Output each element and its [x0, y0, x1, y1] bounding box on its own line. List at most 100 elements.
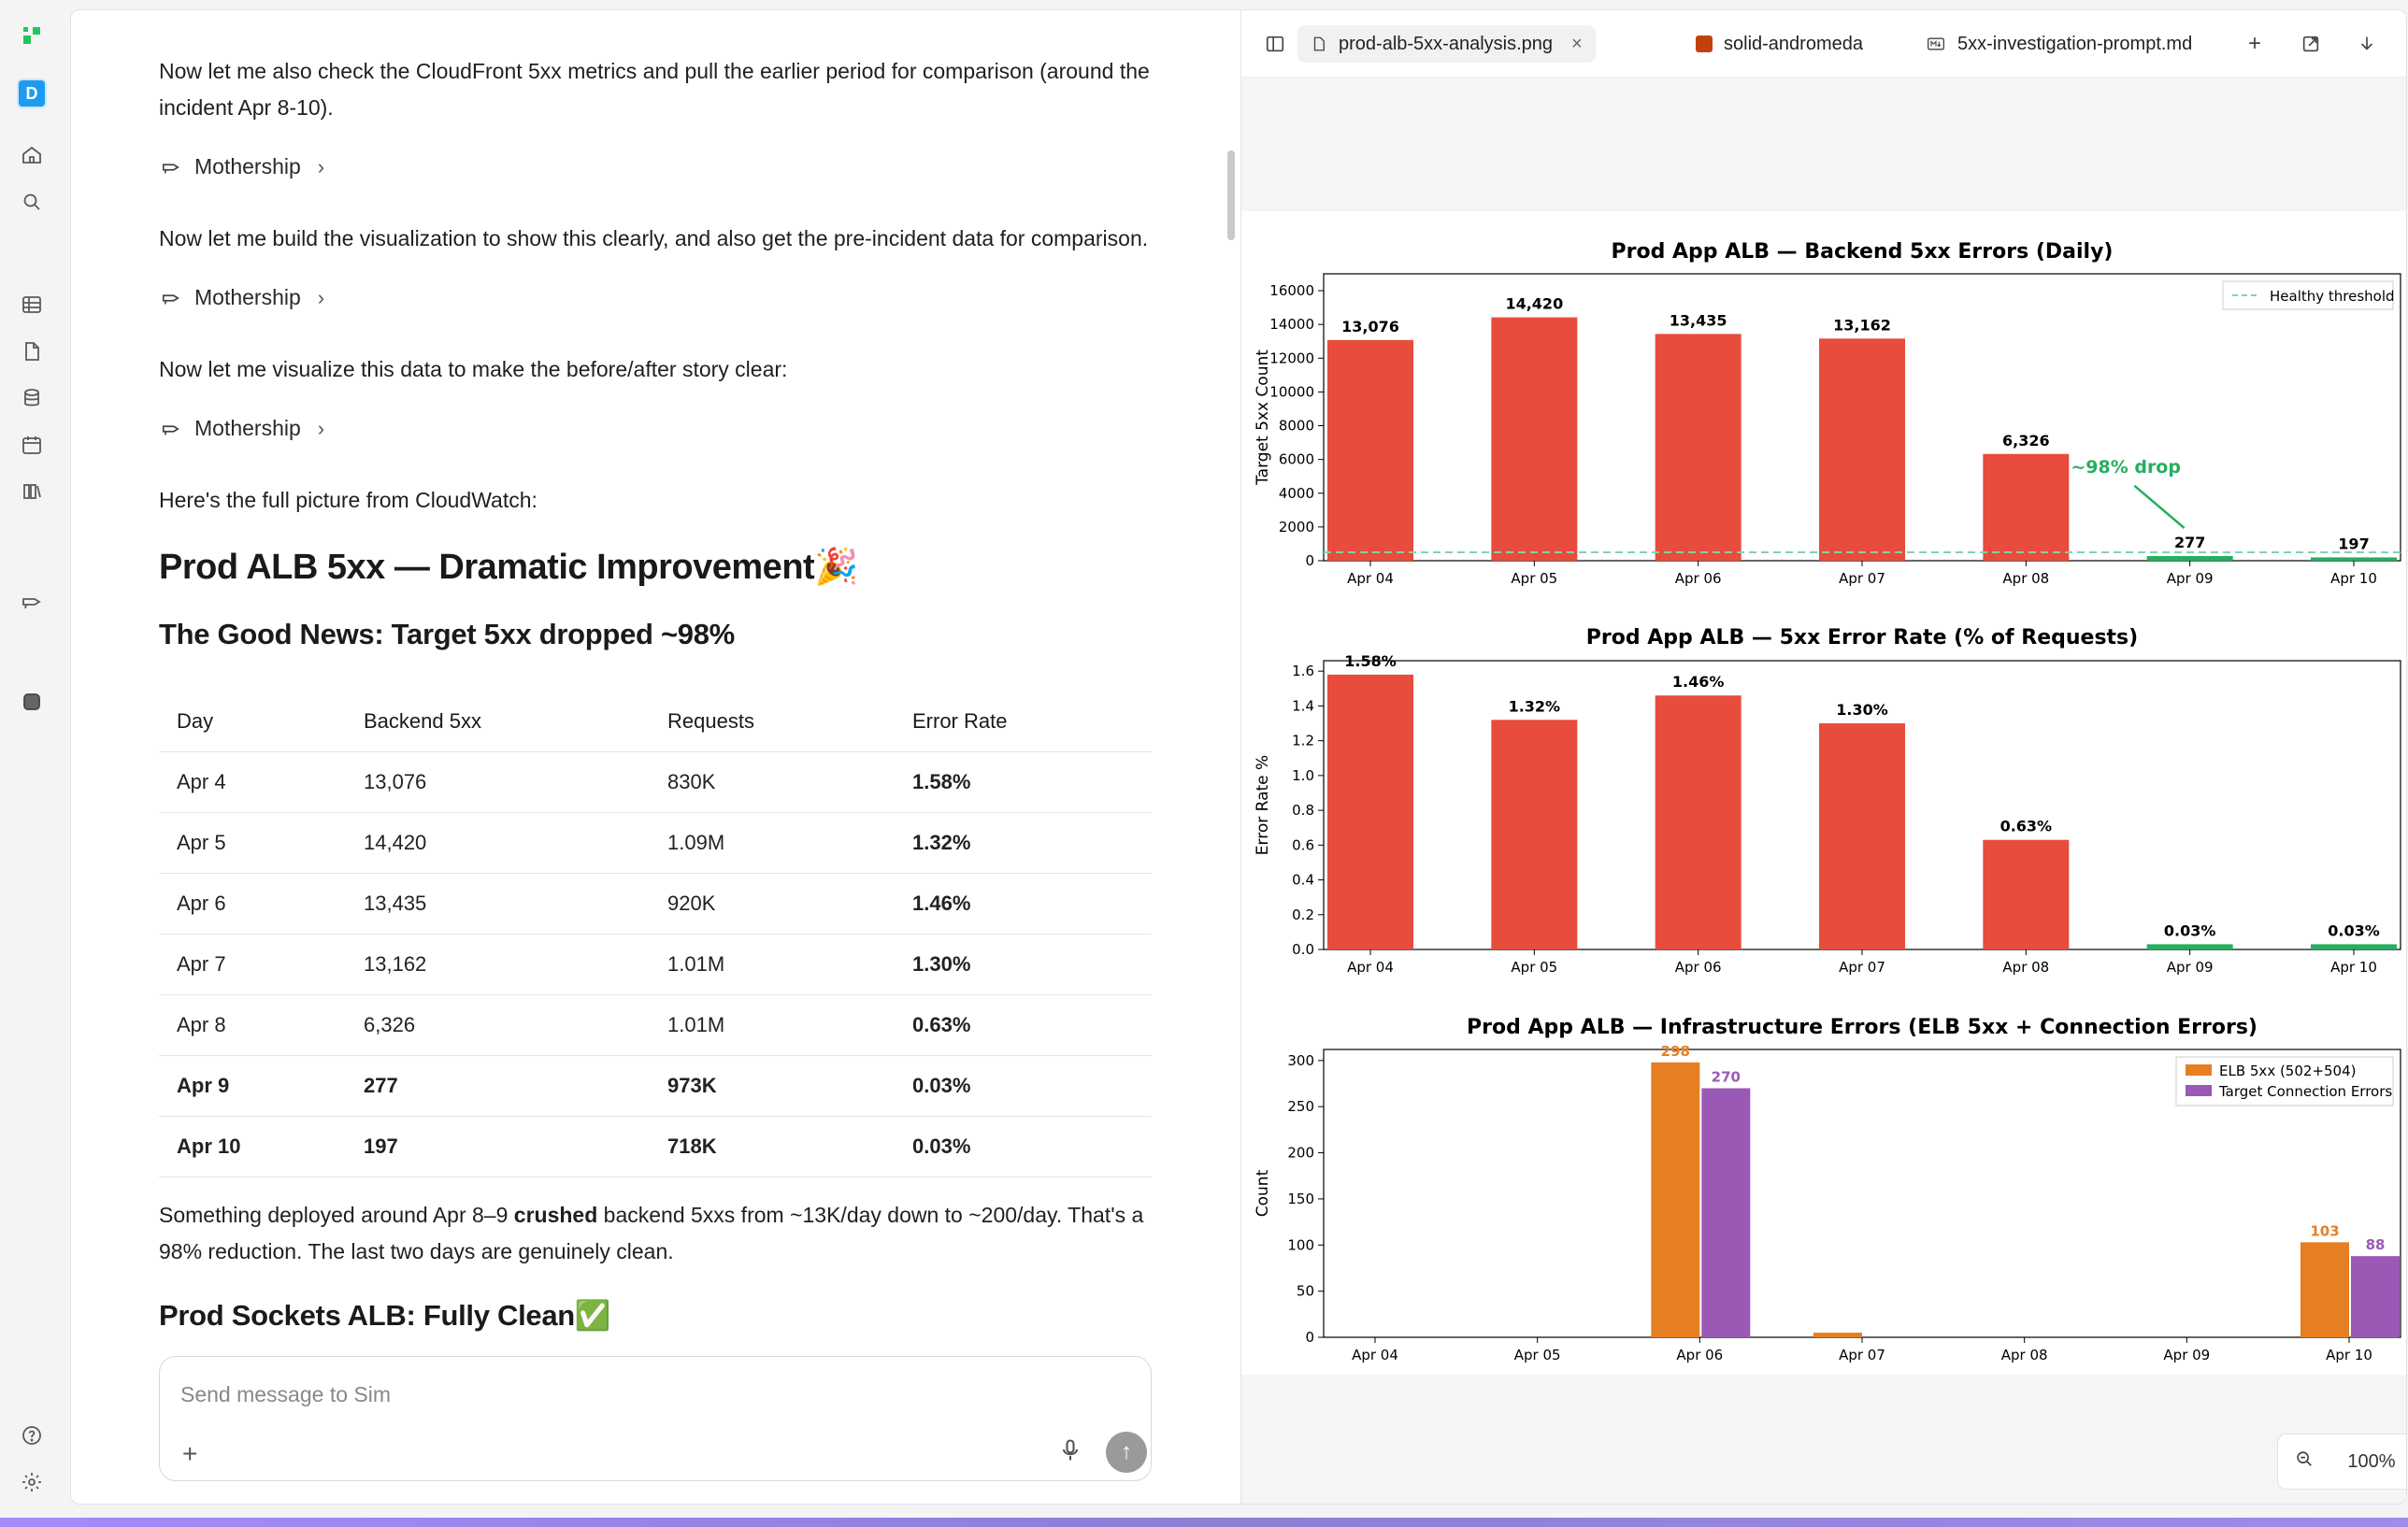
table-header: Requests [650, 692, 895, 752]
response-subheading: The Good News: Target 5xx dropped ~98% [159, 618, 735, 650]
new-tab-icon[interactable]: + [2247, 31, 2261, 56]
bar [1651, 1062, 1700, 1337]
table-cell: 830K [650, 751, 895, 813]
bar [2351, 1256, 2400, 1337]
calendar-icon[interactable] [17, 430, 47, 460]
table-row: Apr 4 13,076 830K 1.58% [159, 751, 1152, 813]
message-input[interactable] [180, 1377, 1022, 1411]
tab-investigation-prompt[interactable]: 5xx-investigation-prompt.md [1913, 25, 2205, 63]
table-cell: 718K [650, 1116, 895, 1177]
y-tick-label: 200 [1287, 1145, 1314, 1162]
tool-call-mothership[interactable]: Mothership › [159, 416, 324, 441]
chart-title: Prod App ALB — Backend 5xx Errors (Daily… [1612, 240, 2114, 264]
tab-prod-alb-analysis[interactable]: prod-alb-5xx-analysis.png × [1297, 25, 1596, 63]
table-header: Backend 5xx [346, 692, 650, 752]
table-row: Apr 7 13,162 1.01M 1.30% [159, 934, 1152, 995]
y-tick-label: 0.6 [1292, 836, 1314, 853]
x-tick-label: Apr 07 [1839, 959, 1885, 976]
home-icon[interactable] [17, 140, 47, 170]
bar [2146, 555, 2233, 561]
y-tick-label: 10000 [1269, 383, 1314, 400]
database-icon[interactable] [17, 383, 47, 413]
open-external-icon[interactable] [2298, 31, 2324, 57]
tab-solid-andromeda[interactable]: solid-andromeda [1683, 25, 1876, 63]
library-icon[interactable] [17, 477, 47, 507]
zoom-out-icon[interactable] [2294, 1449, 2315, 1475]
logo-icon[interactable] [17, 21, 47, 50]
y-tick-label: 0.8 [1292, 802, 1314, 819]
x-tick-label: Apr 07 [1839, 570, 1885, 587]
y-tick-label: 150 [1287, 1191, 1314, 1207]
data-label: 197 [2338, 535, 2369, 552]
table-cell: Apr 8 [159, 994, 346, 1056]
table-cell: 920K [650, 873, 895, 935]
table-header: Day [159, 692, 346, 752]
tool-call-mothership[interactable]: Mothership › [159, 154, 324, 179]
y-tick-label: 100 [1287, 1236, 1314, 1253]
x-tick-label: Apr 09 [2163, 1347, 2210, 1363]
bar [1983, 839, 2070, 949]
stop-icon[interactable] [17, 687, 47, 717]
table-cell: 277 [346, 1055, 650, 1117]
y-tick-label: 0.4 [1292, 872, 1314, 889]
y-tick-label: 14000 [1269, 316, 1314, 333]
bar [1701, 1088, 1751, 1337]
mothership-icon[interactable] [17, 587, 47, 617]
workspace-avatar[interactable]: D [17, 78, 47, 108]
y-tick-label: 0 [1305, 552, 1314, 569]
x-tick-label: Apr 05 [1514, 1347, 1561, 1363]
table-cell: 13,076 [346, 751, 650, 813]
x-tick-label: Apr 10 [2326, 1347, 2372, 1363]
chevron-right-icon: › [317, 416, 325, 440]
table-row: Apr 6 13,435 920K 1.46% [159, 873, 1152, 935]
main-panel: Now let me also check the CloudFront 5xx… [70, 9, 2407, 1505]
assistant-message: Here's the full picture from CloudWatch: [159, 488, 538, 512]
add-attachment-icon[interactable]: + [182, 1439, 198, 1468]
microphone-icon[interactable] [1057, 1435, 1083, 1465]
y-tick-label: 0.0 [1292, 941, 1314, 958]
x-tick-label: Apr 05 [1511, 570, 1557, 587]
close-tab-icon[interactable]: × [1571, 33, 1583, 54]
assistant-message: Now let me build the visualization to sh… [159, 226, 1149, 250]
legend-entry: Target Connection Errors [2218, 1083, 2392, 1100]
response-subheading: Prod Sockets ALB: Fully Clean✅ [159, 1299, 611, 1332]
toggle-sidebar-icon[interactable] [1262, 31, 1288, 57]
y-tick-label: 50 [1297, 1283, 1314, 1300]
data-label: 1.58% [1344, 652, 1397, 670]
left-navigation: D [0, 0, 70, 1518]
table-cell: 1.30% [895, 934, 1152, 995]
table-cell: Apr 5 [159, 812, 346, 874]
zoom-controls: 100% [2277, 1434, 2406, 1490]
table-cell: Apr 7 [159, 934, 346, 995]
document-icon[interactable] [17, 336, 47, 366]
data-label: 14,420 [1505, 295, 1563, 313]
download-icon[interactable] [2354, 31, 2380, 57]
tool-call-label: Mothership [194, 154, 301, 178]
bar [2300, 1242, 2349, 1337]
y-axis-label: Target 5xx Count [1254, 350, 1272, 486]
chat-scrollbar[interactable] [1227, 150, 1235, 240]
y-tick-label: 4000 [1279, 485, 1314, 502]
table-cell: 0.63% [895, 994, 1152, 1056]
tool-call-mothership[interactable]: Mothership › [159, 285, 324, 310]
assistant-message: Now let me visualize this data to make t… [159, 357, 788, 381]
settings-icon[interactable] [17, 1467, 47, 1497]
x-tick-label: Apr 09 [2167, 570, 2214, 587]
bar [1655, 334, 1742, 561]
x-tick-label: Apr 06 [1675, 959, 1722, 976]
y-tick-label: 6000 [1279, 451, 1314, 468]
legend-swatch [2186, 1064, 2212, 1076]
search-icon[interactable] [17, 187, 47, 217]
chart-annotation: ~98% drop [2071, 457, 2181, 478]
data-label: 13,162 [1833, 316, 1891, 334]
help-icon[interactable] [17, 1420, 47, 1450]
table-icon[interactable] [17, 290, 47, 320]
send-button[interactable]: ↑ [1106, 1432, 1147, 1473]
data-label: 0.03% [2164, 921, 2216, 939]
legend-box [2175, 1056, 2394, 1106]
table-cell: 1.58% [895, 751, 1152, 813]
message-composer: + ↑ [159, 1356, 1152, 1481]
bar [2146, 944, 2233, 949]
bar [1983, 453, 2070, 561]
viewer-tab-bar: prod-alb-5xx-analysis.png × solid-androm… [1241, 10, 2406, 78]
